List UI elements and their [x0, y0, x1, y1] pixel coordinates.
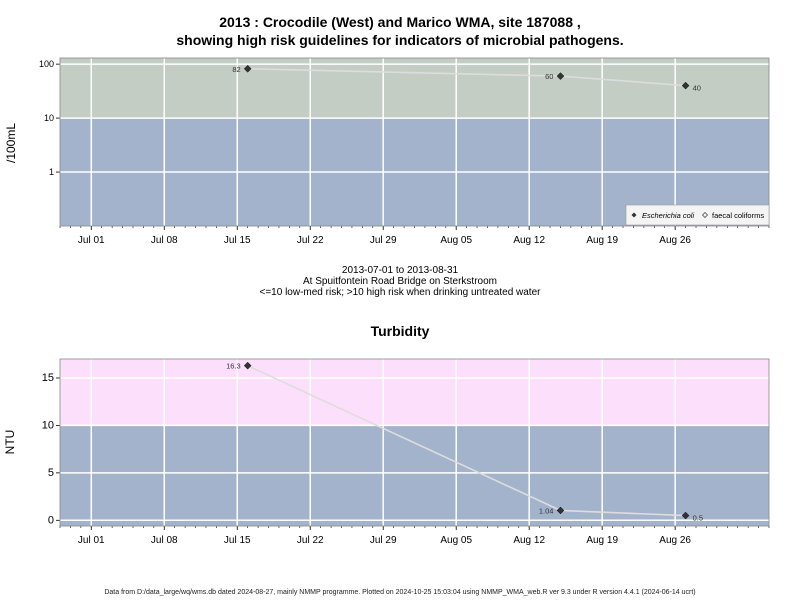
micro-data-label: 40	[693, 84, 701, 93]
turb-y-tick-label: 5	[48, 467, 54, 479]
data-source-footer: Data from D:/data_large/wq/wms.db dated …	[104, 589, 696, 596]
micro-y-tick-label: 10	[44, 113, 54, 123]
turb-data-point	[556, 506, 565, 515]
turb-x-tick-label: Jul 29	[370, 535, 397, 546]
turb-data-label: 0.5	[693, 514, 703, 523]
turb-x-tick-label: Jul 22	[297, 535, 324, 546]
micro-x-tick-label: Aug 05	[440, 235, 472, 246]
turb-data-point	[243, 361, 252, 370]
turb-x-tick-label: Aug 12	[513, 535, 545, 546]
microbial-chart: Jul 01 Jul 08 Jul 15 Jul 22 Jul 29 Aug 05 Aug …	[39, 57, 770, 246]
turb-high-risk-band	[60, 359, 769, 426]
micro-plot-frame	[59, 57, 770, 227]
date-range-caption: 2013-07-01 to 2013-08-31	[341, 265, 459, 276]
micro-legend-box	[625, 204, 770, 226]
chart-title-line2: showing high risk guidelines for indicat…	[176, 32, 624, 48]
micro-legend-ecoli-label: Escherichia coli	[642, 211, 694, 220]
turb-y-tick-label: 0	[48, 514, 54, 526]
turb-x-tick-label: Aug 05	[440, 535, 472, 546]
turb-y-tick-label: 15	[42, 372, 54, 384]
turb-x-tick-label: Aug 19	[586, 535, 618, 546]
micro-legend-faecal-label: faecal coliforms	[712, 211, 764, 220]
micro-x-tick-label: Jul 29	[370, 235, 397, 246]
turb-plot-frame	[59, 358, 770, 527]
turb-data-label: 1.04	[539, 506, 554, 515]
turb-x-tick-label: Jul 01	[78, 535, 105, 546]
micro-x-tick-label: Jul 22	[297, 235, 324, 246]
micro-x-tick-label: Aug 12	[513, 235, 545, 246]
micro-data-point	[681, 81, 690, 90]
micro-data-point	[243, 64, 252, 73]
risk-guideline-caption: <=10 low-med risk; >10 high risk when dr…	[259, 287, 541, 298]
micro-y-tick-label: 1	[49, 167, 54, 177]
micro-data-point	[556, 72, 565, 80]
micro-data-label: 60	[545, 72, 553, 81]
turb-x-tick-label: Jul 15	[224, 535, 251, 546]
micro-high-risk-band	[60, 58, 769, 119]
micro-x-tick-label: Jul 08	[151, 235, 178, 246]
micro-legend-ecoli-marker	[631, 212, 637, 218]
site-location-caption: At Spuitfontein Road Bridge on Sterkstro…	[303, 276, 497, 287]
micro-x-tick-label: Aug 19	[586, 235, 618, 246]
turb-x-tick-label: Aug 26	[659, 535, 691, 546]
turbidity-chart: Jul 01 Jul 08 Jul 15 Jul 22 Jul 29 Aug 05 Aug …	[42, 358, 770, 546]
micro-y-tick-label: 100	[39, 59, 54, 69]
turbidity-chart-title: Turbidity	[370, 323, 430, 339]
turb-data-label: 16.3	[226, 362, 241, 371]
turb-low-risk-band	[60, 425, 769, 526]
micro-x-tick-label: Aug 26	[659, 235, 691, 246]
micro-data-label: 82	[232, 65, 240, 74]
micro-x-tick-label: Jul 01	[78, 235, 105, 246]
turb-x-tick-label: Jul 08	[151, 535, 178, 546]
micro-legend-faecal-marker	[702, 212, 708, 218]
turb-y-tick-label: 10	[42, 419, 54, 431]
chart-title-line1: 2013 : Crocodile (West) and Marico WMA, …	[219, 14, 581, 30]
micro-x-tick-label: Jul 15	[224, 235, 251, 246]
turb-data-point	[681, 511, 690, 520]
